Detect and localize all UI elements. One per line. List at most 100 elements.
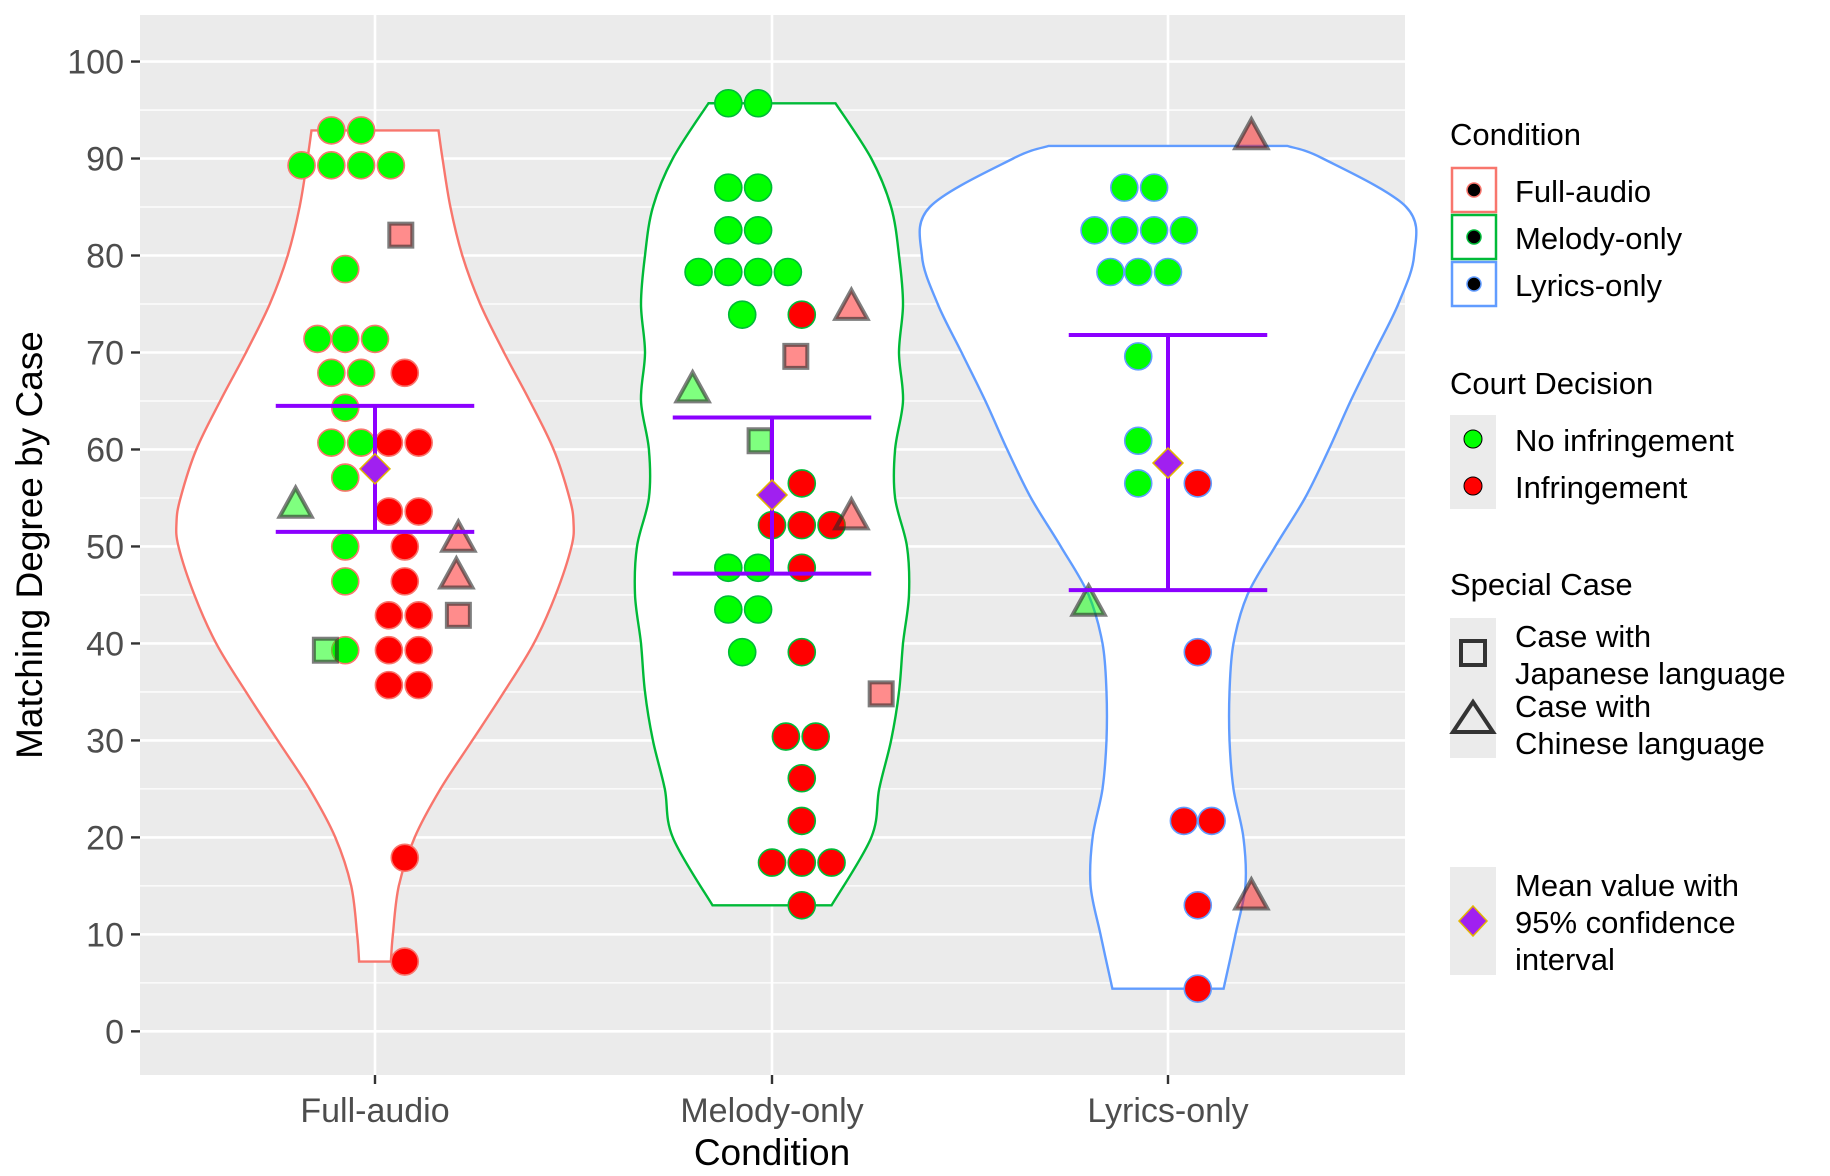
point-47: [714, 257, 743, 287]
point-10: [317, 358, 346, 388]
point-48: [743, 257, 773, 287]
point-75: [832, 285, 871, 321]
point-1: [317, 151, 346, 180]
point-16: [330, 532, 360, 561]
point-90: [1183, 637, 1213, 667]
y-tick-label-50: 50: [86, 528, 124, 566]
legend-label-lyrics-only: Lyrics-only: [1515, 268, 1662, 303]
legend-label-no-infringement: No infringement: [1515, 423, 1734, 458]
summary-full-audio: [275, 403, 475, 534]
summary-layer: [275, 333, 1268, 593]
y-tick-label-100: 100: [67, 44, 124, 82]
legend-key-chinese: [1449, 698, 1497, 734]
y-axis: 0 10 20 30 40 50 60 70 80 90 100: [67, 44, 140, 1051]
point-17: [330, 567, 360, 596]
x-axis: Full-audio Melody-only Lyrics-only: [300, 1075, 1249, 1130]
y-tick-label-20: 20: [86, 819, 124, 857]
point-21: [404, 428, 433, 457]
point-95: [1069, 581, 1108, 617]
point-91: [1169, 806, 1199, 836]
point-66: [787, 806, 817, 836]
point-40: [714, 88, 743, 118]
point-52: [743, 553, 773, 583]
point-76: [832, 495, 871, 531]
point-43: [743, 173, 773, 202]
legend-key-melody-only: [1450, 213, 1498, 261]
point-59: [787, 510, 817, 540]
legend-label-japanese-line2: Japanese language: [1515, 656, 1786, 691]
mean-diamond-0: [358, 452, 392, 485]
point-25: [390, 567, 420, 596]
point-73: [867, 680, 895, 708]
legend-label-chinese-line2: Chinese language: [1515, 726, 1765, 761]
point-2: [346, 151, 376, 180]
legend-label-japanese-line1: Case with: [1515, 619, 1651, 654]
point-0: [287, 151, 316, 180]
violin-full-audio: [175, 129, 575, 963]
point-74: [673, 368, 712, 404]
legend-label-mean-line1: Mean value with: [1515, 868, 1739, 903]
legend-label-full-audio: Full-audio: [1515, 174, 1651, 209]
x-tick-label-2: Lyrics-only: [1087, 1092, 1248, 1130]
point-93: [1183, 890, 1213, 920]
y-tick-label-60: 60: [86, 431, 124, 469]
summary-melody-only: [672, 415, 872, 576]
point-37: [276, 483, 315, 519]
point-44: [714, 215, 743, 245]
point-83: [1096, 257, 1125, 287]
point-62: [787, 637, 817, 667]
point-7: [303, 324, 332, 354]
point-51: [714, 553, 743, 583]
point-27: [404, 601, 433, 630]
y-tick-label-80: 80: [86, 238, 124, 276]
y-axis-title: Matching Degree by Case: [9, 331, 50, 759]
point-41: [743, 88, 773, 118]
y-tick-label-10: 10: [86, 916, 124, 954]
point-19: [390, 358, 420, 388]
legend-label-mean-line2: 95% confidence: [1515, 905, 1736, 940]
point-88: [1123, 469, 1153, 498]
legend-decision-title: Court Decision: [1450, 366, 1653, 401]
point-69: [817, 848, 846, 877]
point-31: [404, 670, 433, 700]
point-9: [360, 324, 390, 354]
point-14: [346, 428, 376, 457]
point-56: [787, 300, 817, 329]
legend-decision: Court Decision No infringement Infringem…: [1450, 366, 1734, 509]
points-layer: [276, 88, 1271, 1003]
point-55: [727, 637, 757, 667]
point-72: [746, 427, 774, 455]
legend-key-infringement: [1463, 476, 1483, 496]
legend-mean: Mean value with 95% confidence interval: [1450, 867, 1739, 977]
legend-special-title: Special Case: [1450, 567, 1633, 602]
point-63: [771, 722, 801, 751]
mean-diamond-1: [755, 478, 789, 512]
point-60: [817, 510, 846, 540]
point-24: [390, 532, 420, 561]
legend-key-no-infringement: [1463, 429, 1483, 449]
point-78: [1139, 173, 1169, 202]
legend-condition-title: Condition: [1450, 117, 1581, 152]
point-15: [330, 463, 360, 492]
point-26: [374, 601, 404, 630]
legend-label-mean-line3: interval: [1515, 942, 1615, 977]
y-tick-label-0: 0: [105, 1013, 124, 1051]
legend-label-infringement: Infringement: [1515, 470, 1688, 505]
point-4: [317, 116, 346, 145]
point-65: [787, 763, 817, 793]
point-34: [387, 221, 415, 249]
point-96: [1231, 115, 1271, 151]
point-39: [436, 554, 476, 590]
point-46: [684, 257, 713, 287]
point-64: [801, 722, 830, 751]
point-53: [714, 595, 743, 624]
x-tick-label-0: Full-audio: [300, 1092, 449, 1130]
point-3: [376, 151, 406, 180]
point-35: [444, 601, 472, 629]
point-82: [1169, 215, 1199, 245]
y-tick-label-70: 70: [86, 334, 124, 372]
x-axis-title: Condition: [694, 1132, 850, 1173]
point-92: [1197, 806, 1226, 836]
point-29: [404, 635, 433, 665]
